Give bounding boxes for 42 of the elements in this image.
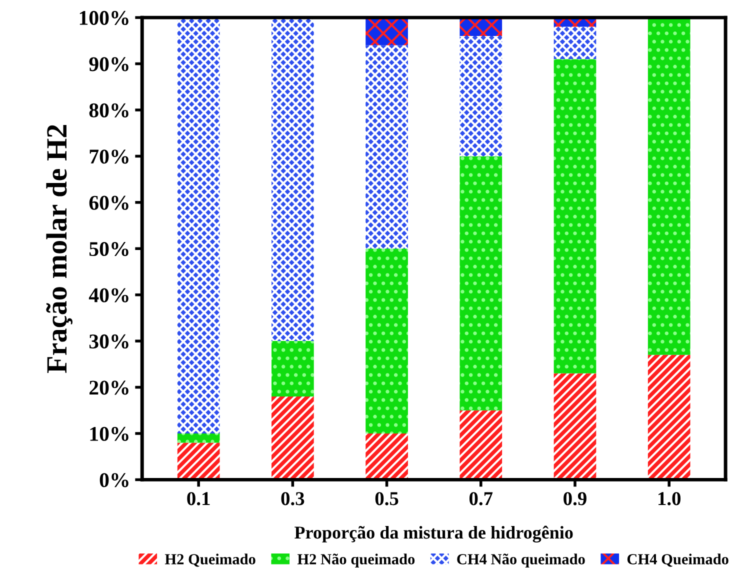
legend-label: CH4 Queimado [627,554,728,567]
bar [272,18,314,342]
y-tick-label: 40% [88,288,128,302]
y-tick-label: 30% [89,334,128,349]
bar [554,59,596,374]
x-tick-label: 1.0 [658,492,681,506]
bar [177,433,220,443]
bar [554,26,596,60]
x-tick-label: 0.7 [469,492,493,506]
y-tick-label: 70% [90,150,128,164]
x-tick-label: 0.9 [564,492,586,506]
bar [272,341,314,397]
bar [366,45,408,249]
bar [460,18,502,36]
bar [366,248,408,434]
y-tick-label: 20% [90,380,128,395]
bar [460,410,502,480]
y-tick-label: 80% [89,103,128,118]
bar [366,433,408,480]
x-tick-label: 0.3 [281,492,304,506]
bar [272,396,314,480]
x-axis-title: Proporção da mistura de hidrogênio [294,526,573,543]
y-tick-label: 60% [89,196,128,210]
y-tick-label: 50% [89,242,128,256]
bar [554,373,596,480]
y-tick-label: 90% [89,57,128,72]
bar [177,18,220,434]
legend-label: H2 Queimado [164,554,256,567]
x-tick-label: 0.5 [375,492,398,506]
bar [648,354,690,480]
x-tick-label: 0.1 [187,492,210,506]
legend-label: CH4 Não queimado [457,554,585,568]
y-tick-label: 0% [100,473,128,488]
bar [460,156,502,410]
y-axis-title: Fração molar de H2 [46,124,72,374]
y-tick-label: 100% [80,10,128,26]
legend-label: H2 Não queimado [297,554,415,568]
y-tick-label: 10% [90,426,128,441]
bar [366,18,408,46]
bar [177,442,220,480]
bar [648,18,690,355]
bar [460,36,502,156]
